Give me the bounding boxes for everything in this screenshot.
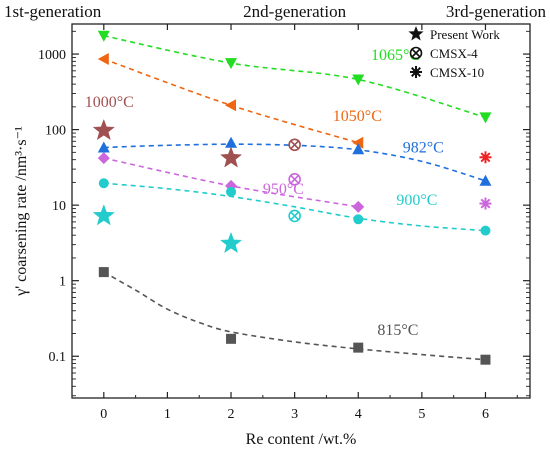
temperature-label: 950°C bbox=[263, 181, 304, 198]
fit-curve bbox=[103, 271, 486, 361]
data-point bbox=[98, 267, 109, 278]
legend-label: CMSX-10 bbox=[430, 65, 484, 80]
marker-stroke bbox=[290, 140, 300, 150]
data-point bbox=[225, 99, 237, 112]
marker-stroke bbox=[290, 174, 300, 184]
x-axis-title: Re content /wt.% bbox=[246, 431, 357, 448]
data-point bbox=[98, 178, 109, 189]
x-tick-label: 3 bbox=[291, 407, 298, 422]
x-tick-label: 4 bbox=[355, 407, 362, 422]
chart-text: 0 1 2 3 4 5 6 0.1 1 10 100 1000 Re content /wt.% γ' c… bbox=[4, 2, 546, 448]
data-point bbox=[225, 136, 238, 148]
reference-alloy-point bbox=[288, 209, 301, 223]
data-point bbox=[92, 204, 115, 226]
data-point bbox=[479, 174, 492, 186]
data-point bbox=[225, 58, 238, 70]
reference-alloy-point bbox=[288, 138, 301, 152]
x-tick-label: 5 bbox=[418, 407, 425, 422]
plot-frame bbox=[71, 23, 531, 399]
x-tick-label: 2 bbox=[228, 407, 235, 422]
temperature-label: 815°C bbox=[377, 322, 418, 339]
axis-ticks bbox=[71, 24, 530, 398]
legend-label: CMSX-4 bbox=[430, 46, 478, 61]
x-tick-label: 6 bbox=[482, 407, 489, 422]
data-markers bbox=[92, 30, 492, 365]
marker-stroke bbox=[480, 198, 491, 209]
y-tick-label: 10 bbox=[52, 199, 66, 214]
data-point bbox=[352, 200, 365, 213]
legend: Present Work CMSX-4 CMSX-10 bbox=[408, 26, 500, 80]
generation-label: 2nd-generation bbox=[243, 2, 346, 21]
reference-alloy-point bbox=[479, 197, 492, 210]
temperature-label: 900°C bbox=[396, 192, 437, 209]
data-point bbox=[226, 333, 237, 344]
marker-stroke bbox=[480, 152, 491, 163]
y-axis-title: γ' coarsening rate /nm³·s⁻¹ bbox=[13, 126, 30, 297]
data-point bbox=[219, 231, 243, 254]
temperature-label: 1050°C bbox=[333, 108, 382, 125]
marker-stroke bbox=[290, 211, 300, 221]
x-tick-label: 0 bbox=[100, 407, 107, 422]
temperature-label: 982°C bbox=[403, 139, 444, 156]
data-point bbox=[97, 152, 110, 165]
fit-curve bbox=[103, 182, 486, 232]
data-point bbox=[92, 118, 115, 141]
data-point bbox=[353, 214, 364, 225]
y-tick-label: 1 bbox=[59, 275, 66, 290]
generation-label: 1st-generation bbox=[4, 2, 102, 21]
data-point bbox=[480, 354, 491, 365]
x-tick-label: 1 bbox=[164, 407, 171, 422]
data-point bbox=[353, 342, 364, 353]
legend-label: Present Work bbox=[430, 27, 500, 42]
legend-star-icon bbox=[408, 26, 424, 41]
y-tick-label: 100 bbox=[45, 124, 66, 139]
data-point bbox=[97, 53, 109, 66]
legend-cross-circle-icon bbox=[409, 46, 423, 60]
data-point bbox=[97, 30, 110, 42]
data-point bbox=[352, 143, 365, 155]
reference-alloy-point bbox=[479, 151, 492, 164]
data-point bbox=[226, 186, 237, 197]
fit-curve bbox=[103, 34, 486, 119]
plot-frame-rect bbox=[71, 23, 531, 399]
legend-asterisk-icon bbox=[410, 66, 422, 78]
data-point bbox=[352, 74, 365, 86]
data-point bbox=[97, 141, 110, 153]
temperature-label: 1000°C bbox=[85, 94, 134, 111]
marker-stroke bbox=[411, 67, 421, 77]
y-tick-label: 0.1 bbox=[49, 350, 67, 365]
marker-stroke bbox=[411, 48, 421, 58]
data-point bbox=[479, 112, 492, 124]
generation-label: 3rd-generation bbox=[446, 2, 547, 21]
data-point bbox=[219, 146, 243, 168]
data-point bbox=[480, 225, 491, 236]
temperature-label: 1065°C bbox=[371, 47, 420, 64]
reference-alloy-point bbox=[288, 172, 301, 186]
fit-curve bbox=[103, 58, 359, 144]
y-tick-label: 1000 bbox=[38, 48, 66, 63]
data-point bbox=[352, 136, 364, 149]
